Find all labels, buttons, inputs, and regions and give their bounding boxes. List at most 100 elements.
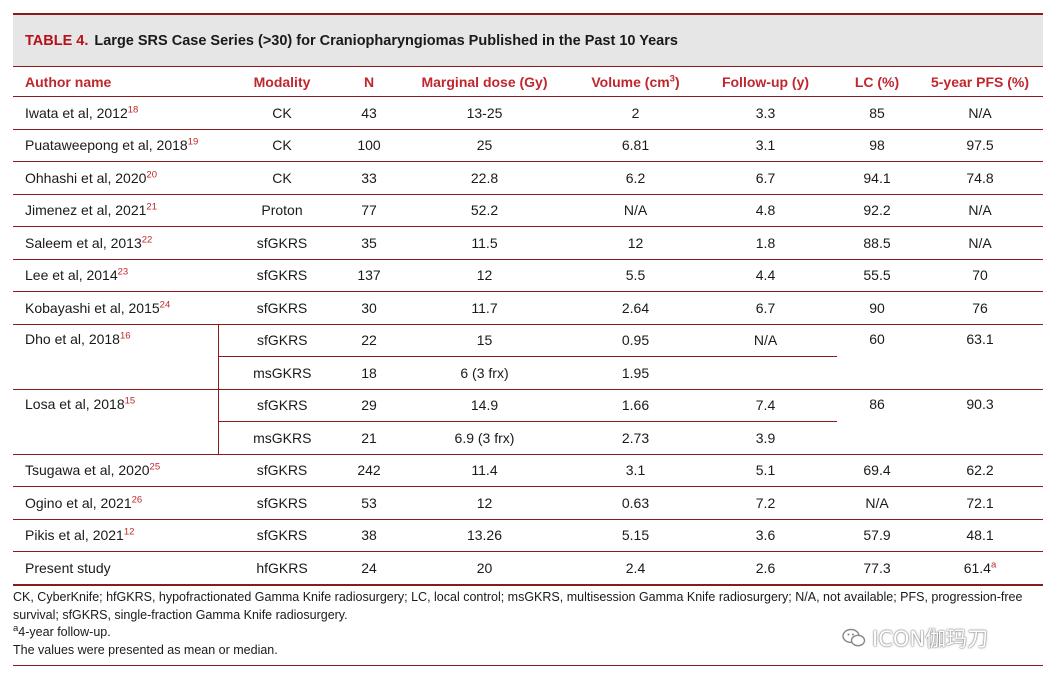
volume-cell: 1.95 [577,356,694,390]
dose-cell: 11.7 [392,291,577,325]
pfs-cell: 74.8 [917,161,1043,195]
lc-cell: 86 [837,389,917,455]
followup-cell: 5.1 [694,454,837,487]
followup-cell-empty [694,356,837,390]
lc-cell: 60 [837,324,917,390]
volume-cell: 2.64 [577,291,694,325]
n-cell: 18 [346,356,392,390]
table-row: Dho et al, 201816 sfGKRS 22 15 0.95 N/A … [13,324,1043,390]
table-row-present-study: Present study hfGKRS 24 20 2.4 2.6 77.3 … [13,551,1043,586]
modality-cell: msGKRS [218,421,346,455]
modality-cell: sfGKRS [218,454,346,487]
dose-cell: 22.8 [392,161,577,195]
n-cell: 77 [346,194,392,227]
followup-cell: N/A [694,324,837,357]
dose-cell: 11.5 [392,226,577,260]
col-header-lc: LC (%) [837,67,917,97]
pfs-cell: 90.3 [917,389,1043,455]
n-cell: 33 [346,161,392,195]
volume-cell: 12 [577,226,694,260]
volume-cell: 6.2 [577,161,694,195]
dose-cell: 13.26 [392,519,577,552]
volume-cell: 0.63 [577,486,694,520]
pfs-cell: 61.4a [917,551,1043,586]
abbreviations-note: CK, CyberKnife; hfGKRS, hypofractionated… [13,590,1023,622]
author-cell: Lee et al, 201423 [13,259,218,292]
lc-cell: N/A [837,486,917,520]
table-row: Lee et al, 201423 sfGKRS 137 12 5.5 4.4 55.5 70 [13,259,1043,292]
followup-cell: 3.3 [694,96,837,130]
volume-cell: 2.4 [577,551,694,586]
lc-cell: 92.2 [837,194,917,227]
lc-cell: 57.9 [837,519,917,552]
volume-cell: N/A [577,194,694,227]
n-cell: 38 [346,519,392,552]
modality-cell: sfGKRS [218,291,346,325]
volume-cell: 1.66 [577,389,694,422]
author-cell: Iwata et al, 201218 [13,96,218,130]
modality-cell: hfGKRS [218,551,346,586]
table-subrow: msGKRS 18 6 (3 frx) 1.95 [13,356,1043,390]
table-row: Puataweepong et al, 201819 CK 100 25 6.81 3.1… [13,129,1043,162]
values-note: The values were presented as mean or med… [13,642,278,657]
col-header-followup: Follow-up (y) [694,67,837,97]
dose-cell: 12 [392,259,577,292]
modality-cell: sfGKRS [218,226,346,260]
n-cell: 242 [346,454,392,487]
dose-cell: 14.9 [392,389,577,422]
n-cell: 30 [346,291,392,325]
modality-cell: msGKRS [218,356,346,390]
modality-cell: sfGKRS [218,519,346,552]
table-row: Jimenez et al, 202121 Proton 77 52.2 N/A 4.8 9… [13,194,1043,227]
dose-cell: 6.9 (3 frx) [392,421,577,455]
col-header-volume: Volume (cm3) [577,67,694,97]
modality-cell: CK [218,96,346,130]
n-cell: 100 [346,129,392,162]
followup-cell: 4.8 [694,194,837,227]
author-cell: Kobayashi et al, 201524 [13,291,218,325]
col-header-pfs: 5-year PFS (%) [917,67,1043,97]
lc-cell: 98 [837,129,917,162]
followup-cell: 7.2 [694,486,837,520]
pfs-cell: 76 [917,291,1043,325]
table-row: Kobayashi et al, 201524 sfGKRS 30 11.7 2.64 6… [13,291,1043,325]
n-cell: 22 [346,324,392,357]
volume-cell: 3.1 [577,454,694,487]
n-cell: 43 [346,96,392,130]
table-row: Losa et al, 201815 sfGKRS 29 14.9 1.66 7… [13,389,1043,455]
author-cell: Dho et al, 201816 [13,324,219,390]
col-header-author: Author name [13,67,218,97]
table-title-bar: TABLE 4. Large SRS Case Series (>30) for… [13,15,1043,67]
dose-cell: 15 [392,324,577,357]
bottom-rule [13,665,1043,666]
volume-cell: 2.73 [577,421,694,455]
footnote: a4-year follow-up. [13,622,111,639]
wechat-icon [842,628,866,647]
author-cell: Ohhashi et al, 202020 [13,161,218,195]
volume-cell: 0.95 [577,324,694,357]
volume-cell: 5.15 [577,519,694,552]
author-cell: Losa et al, 201815 [13,389,219,455]
author-cell: Jimenez et al, 202121 [13,194,218,227]
lc-cell: 94.1 [837,161,917,195]
table-row: Pikis et al, 202112 sfGKRS 38 13.26 5.15 3.6 5… [13,519,1043,552]
table-row: Iwata et al, 201218 CK 43 13-25 2 3.3 85 N/A [13,96,1043,130]
watermark-text: ICON伽玛刀 [872,627,989,651]
modality-cell: Proton [218,194,346,227]
pfs-cell: 62.2 [917,454,1043,487]
dose-cell: 11.4 [392,454,577,487]
pfs-cell: N/A [917,226,1043,260]
pfs-cell: 48.1 [917,519,1043,552]
n-cell: 53 [346,486,392,520]
followup-cell: 3.6 [694,519,837,552]
modality-cell: sfGKRS [218,259,346,292]
table-row: Tsugawa et al, 202025 sfGKRS 242 11.4 3.1 5.1… [13,454,1043,487]
author-cell: Pikis et al, 202112 [13,519,218,552]
lc-cell: 55.5 [837,259,917,292]
author-cell: Puataweepong et al, 201819 [13,129,218,162]
n-cell: 35 [346,226,392,260]
followup-cell: 2.6 [694,551,837,586]
author-cell: Saleem et al, 201322 [13,226,218,260]
data-table: Author name Modality N Marginal dose (Gy… [13,67,1043,586]
n-cell: 29 [346,389,392,422]
